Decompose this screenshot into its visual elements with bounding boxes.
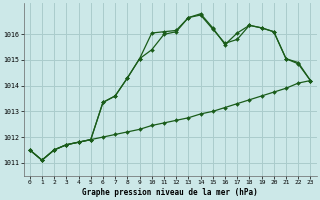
X-axis label: Graphe pression niveau de la mer (hPa): Graphe pression niveau de la mer (hPa) (82, 188, 258, 197)
